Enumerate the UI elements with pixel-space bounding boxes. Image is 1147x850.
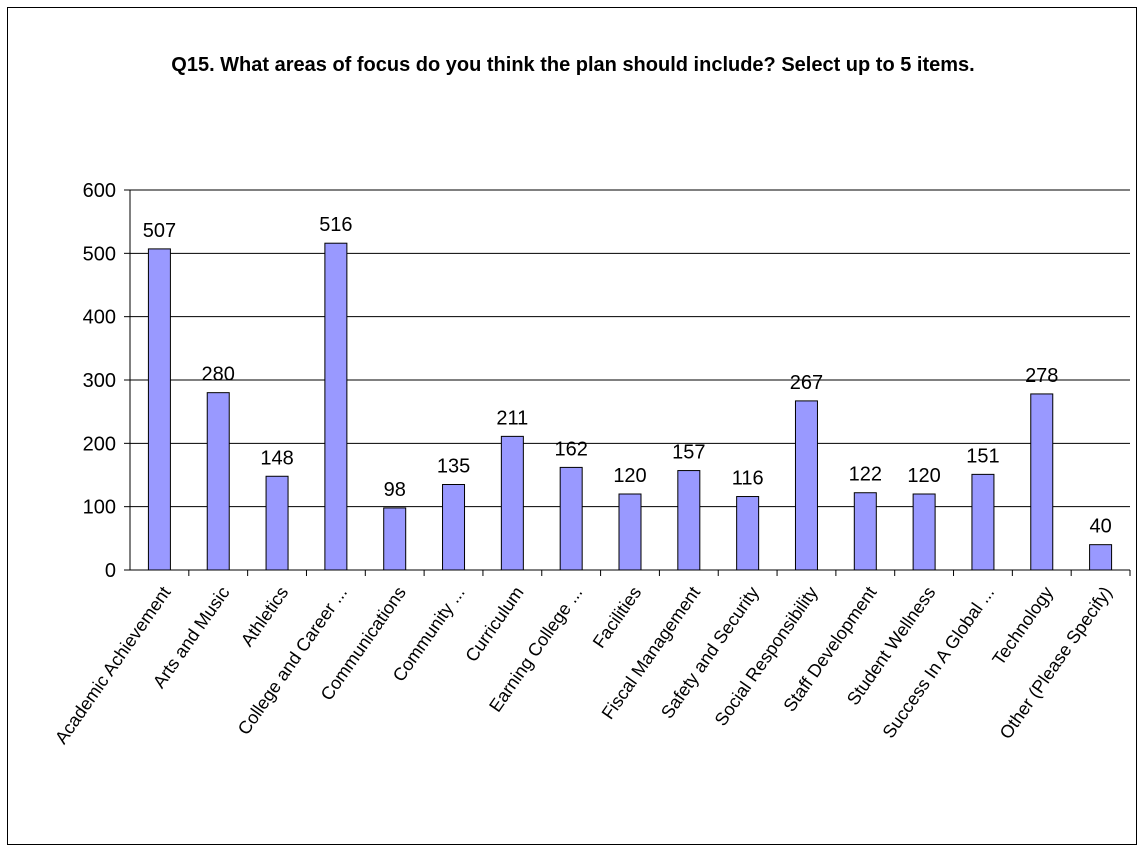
bar <box>736 496 760 571</box>
data-label: 151 <box>966 445 999 467</box>
data-label: 280 <box>202 364 235 386</box>
data-label: 135 <box>437 456 470 478</box>
bar <box>559 466 583 571</box>
x-tick-label: Other (Please Specify) <box>996 583 1116 743</box>
x-tick-label: College and Career ... <box>234 583 351 739</box>
y-tick-label: 0 <box>105 560 116 582</box>
bar <box>500 435 524 571</box>
y-tick-label: 500 <box>83 243 116 265</box>
x-tick-label: Success In A Global ... <box>879 583 999 742</box>
data-label: 157 <box>672 442 705 464</box>
data-label: 148 <box>260 447 293 469</box>
bar <box>853 492 877 571</box>
data-label: 120 <box>907 465 940 487</box>
y-tick-labels: 0 100 200 300 400 500 600 <box>83 180 116 582</box>
bar <box>677 470 701 571</box>
x-tick-label: Facilities <box>589 583 646 652</box>
bar <box>383 507 407 571</box>
data-label: 40 <box>1089 516 1111 538</box>
data-label: 98 <box>384 479 406 501</box>
bar <box>206 392 230 571</box>
data-label: 267 <box>790 372 823 394</box>
data-label: 122 <box>849 464 882 486</box>
x-tick-label: Technology <box>988 583 1057 669</box>
bar <box>147 248 171 571</box>
x-tick-label: Social Responsibility <box>711 583 822 730</box>
chart-frame: Q15. What areas of focus do you think th… <box>7 7 1137 845</box>
data-label: 120 <box>613 465 646 487</box>
data-label: 162 <box>554 438 587 460</box>
y-tick-label: 300 <box>83 370 116 392</box>
y-tick-label: 600 <box>83 180 116 202</box>
bar <box>794 400 818 571</box>
bar <box>442 484 466 571</box>
y-tick-label: 200 <box>83 433 116 455</box>
bar <box>324 242 348 571</box>
bars <box>147 242 1113 571</box>
bar <box>1030 393 1054 571</box>
bar <box>618 493 642 571</box>
data-label: 507 <box>143 220 176 242</box>
chart-title: Q15. What areas of focus do you think th… <box>171 54 975 76</box>
data-label: 211 <box>496 407 528 429</box>
data-label: 516 <box>319 214 352 236</box>
bar <box>265 475 289 571</box>
data-labels: 507 280 148 516 98 135 211 162 120 157 116 267 122 12… <box>143 214 1112 537</box>
x-tick-label: Curriculum <box>461 583 527 666</box>
bar <box>971 473 995 571</box>
bar <box>1089 544 1113 571</box>
y-tick-label: 100 <box>83 497 116 519</box>
data-label: 116 <box>732 468 764 490</box>
axes <box>124 189 1131 576</box>
bar <box>912 493 936 571</box>
x-tick-label: Academic Achievement <box>51 583 175 748</box>
y-tick-label: 400 <box>83 307 116 329</box>
data-label: 278 <box>1025 365 1058 387</box>
x-tick-label: Athletics <box>237 583 292 650</box>
